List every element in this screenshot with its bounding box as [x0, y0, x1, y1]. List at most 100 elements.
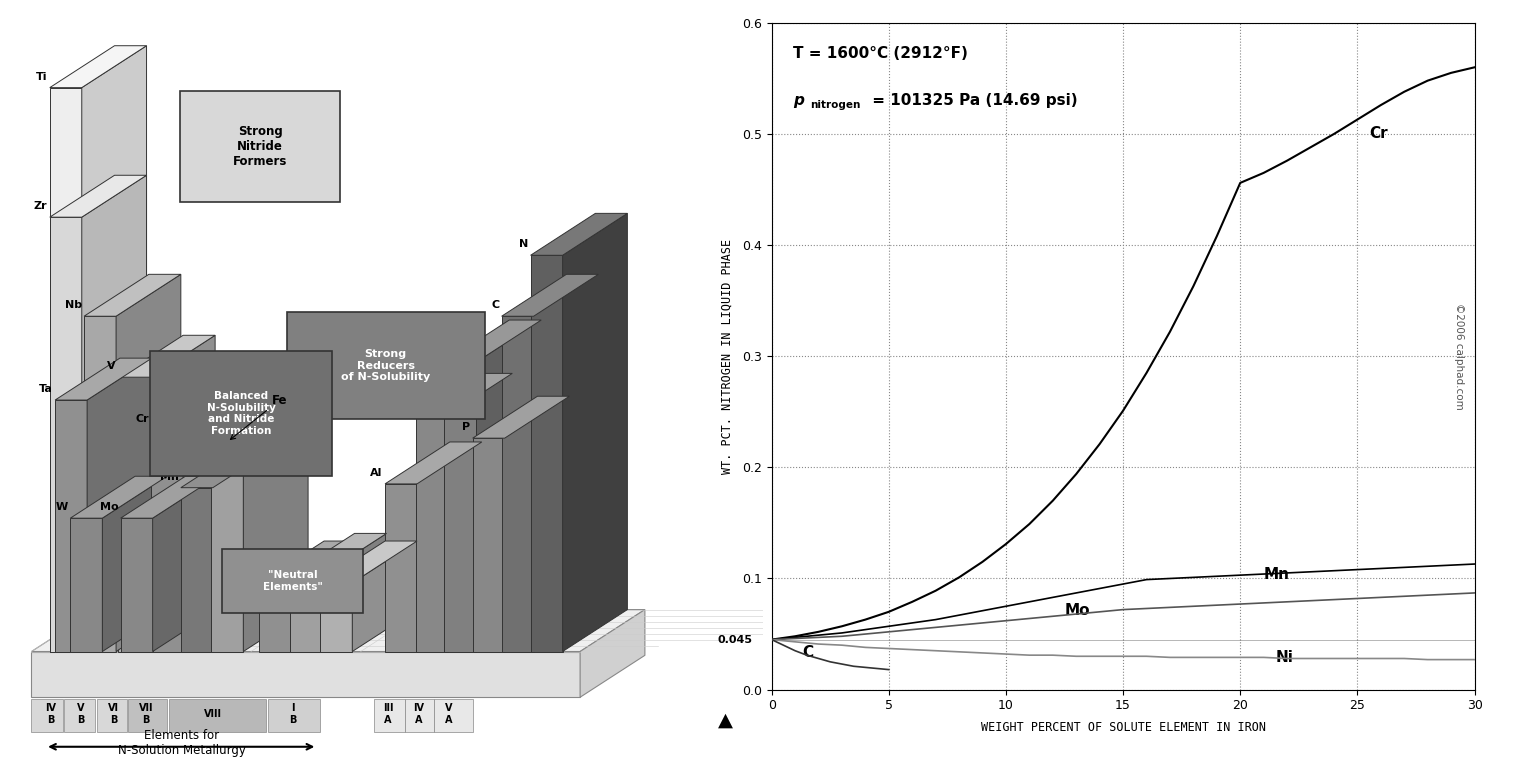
Polygon shape: [385, 484, 417, 652]
Text: Ta: Ta: [38, 384, 53, 394]
Polygon shape: [118, 335, 215, 377]
Polygon shape: [32, 652, 581, 697]
Text: P: P: [463, 422, 471, 432]
Polygon shape: [530, 255, 562, 652]
Polygon shape: [322, 533, 387, 652]
Text: Mn: Mn: [159, 472, 179, 482]
Polygon shape: [581, 610, 645, 697]
Polygon shape: [353, 541, 417, 652]
Polygon shape: [211, 408, 309, 450]
Text: VI
B: VI B: [108, 703, 119, 725]
Text: "Neutral
Elements": "Neutral Elements": [263, 570, 322, 592]
FancyBboxPatch shape: [180, 91, 341, 202]
Polygon shape: [292, 541, 356, 652]
Polygon shape: [84, 274, 180, 316]
Text: p: p: [793, 93, 804, 108]
Polygon shape: [472, 396, 570, 438]
Bar: [64, 699, 95, 732]
Text: Si: Si: [402, 399, 413, 409]
Text: Nb: Nb: [64, 300, 83, 310]
Polygon shape: [32, 610, 645, 652]
Polygon shape: [260, 541, 356, 583]
Polygon shape: [533, 274, 599, 652]
Polygon shape: [416, 373, 512, 415]
Polygon shape: [211, 450, 243, 652]
Polygon shape: [87, 358, 151, 652]
Text: Strong
Nitride
Formers: Strong Nitride Formers: [232, 125, 287, 168]
Bar: [267, 699, 319, 732]
Polygon shape: [116, 274, 180, 652]
Polygon shape: [50, 88, 83, 652]
Polygon shape: [83, 46, 147, 652]
Bar: [405, 699, 434, 732]
Polygon shape: [50, 46, 147, 88]
Polygon shape: [121, 476, 217, 518]
Text: IV
B: IV B: [44, 703, 57, 725]
Text: III
A: III A: [384, 703, 393, 725]
Text: Elements for
N-Solution Metallurgy: Elements for N-Solution Metallurgy: [118, 728, 246, 757]
Polygon shape: [153, 476, 217, 652]
Text: Ni: Ni: [1276, 650, 1293, 665]
Text: ©2006 calphad.com: ©2006 calphad.com: [1455, 303, 1464, 410]
Polygon shape: [448, 373, 512, 652]
Text: Al: Al: [370, 468, 382, 478]
Polygon shape: [102, 476, 167, 652]
Bar: [374, 699, 405, 732]
Polygon shape: [416, 415, 448, 652]
X-axis label: WEIGHT PERCENT OF SOLUTE ELEMENT IN IRON: WEIGHT PERCENT OF SOLUTE ELEMENT IN IRON: [981, 721, 1265, 734]
Bar: [434, 699, 474, 732]
Polygon shape: [50, 217, 83, 652]
Polygon shape: [150, 335, 215, 652]
Polygon shape: [212, 446, 278, 652]
FancyBboxPatch shape: [287, 312, 484, 419]
Polygon shape: [445, 362, 477, 652]
Polygon shape: [50, 175, 147, 217]
Text: Ni: Ni: [275, 559, 287, 569]
Polygon shape: [151, 389, 248, 431]
Polygon shape: [504, 396, 570, 652]
Polygon shape: [183, 389, 248, 652]
Text: B: B: [434, 346, 442, 356]
Polygon shape: [321, 541, 417, 583]
Polygon shape: [321, 583, 353, 652]
Text: Strong
Reducers
of N-Solubility: Strong Reducers of N-Solubility: [341, 349, 431, 383]
Polygon shape: [121, 518, 153, 652]
Text: W: W: [57, 502, 69, 512]
Text: Fe: Fe: [231, 394, 287, 440]
Text: VIII: VIII: [203, 709, 222, 719]
Text: C: C: [490, 300, 500, 310]
FancyBboxPatch shape: [222, 549, 364, 613]
Polygon shape: [180, 488, 212, 652]
Polygon shape: [562, 213, 628, 652]
Text: Co: Co: [241, 567, 257, 577]
Polygon shape: [445, 320, 541, 362]
Polygon shape: [501, 316, 533, 652]
Text: Mo: Mo: [1065, 604, 1089, 618]
Text: T = 1600°C (2912°F): T = 1600°C (2912°F): [793, 46, 967, 61]
Polygon shape: [501, 274, 599, 316]
Text: C: C: [802, 645, 814, 661]
Text: ▲: ▲: [718, 711, 733, 729]
Polygon shape: [290, 533, 387, 575]
Text: nitrogen: nitrogen: [810, 100, 860, 110]
Polygon shape: [417, 442, 481, 652]
Polygon shape: [83, 175, 147, 652]
Text: VII
B: VII B: [139, 703, 153, 725]
Polygon shape: [243, 408, 309, 652]
Text: 0.045: 0.045: [718, 635, 753, 645]
Polygon shape: [70, 476, 167, 518]
Text: Ti: Ti: [37, 72, 47, 82]
Polygon shape: [55, 358, 151, 400]
Bar: [32, 699, 64, 732]
Polygon shape: [290, 575, 322, 652]
Text: = 101325 Pa (14.69 psi): = 101325 Pa (14.69 psi): [866, 93, 1077, 108]
Text: Cu: Cu: [303, 567, 318, 577]
Text: I
B: I B: [289, 703, 296, 725]
Text: V
B: V B: [78, 703, 84, 725]
Text: N: N: [520, 239, 529, 249]
Text: Balanced
N-Solubility
and Nitride
Formation: Balanced N-Solubility and Nitride Format…: [206, 391, 275, 436]
Bar: [96, 699, 127, 732]
Text: V
A: V A: [445, 703, 452, 725]
Text: Mn: Mn: [1264, 566, 1290, 581]
Polygon shape: [472, 438, 504, 652]
